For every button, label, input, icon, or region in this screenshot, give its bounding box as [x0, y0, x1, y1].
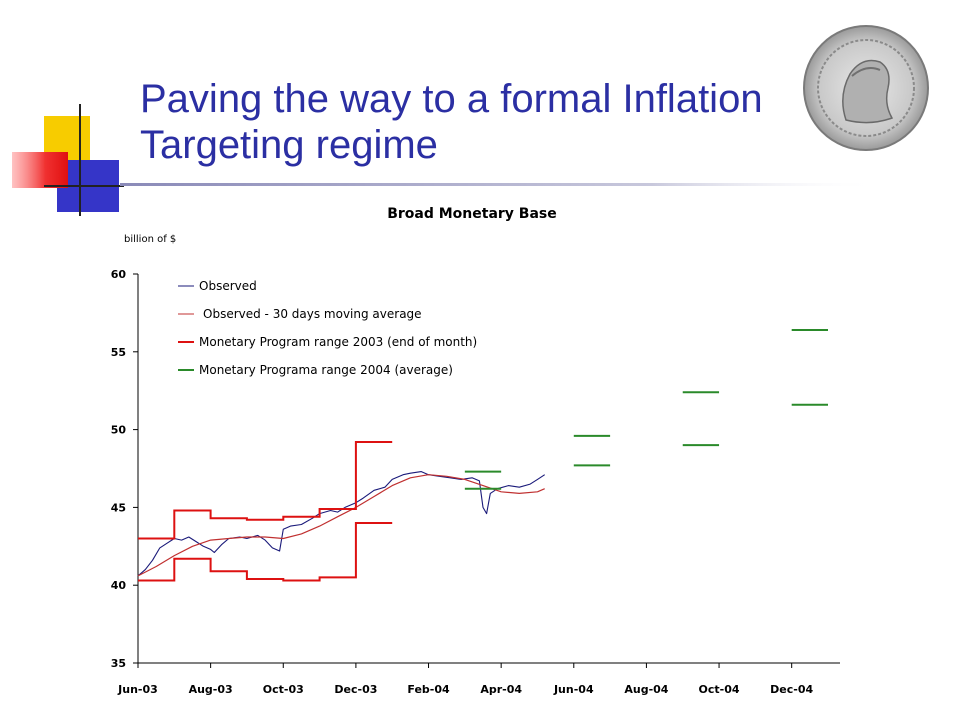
y-tick-label: 35	[111, 657, 126, 670]
y-axis-unit-label: billion of $	[124, 234, 176, 245]
coin-seal	[803, 25, 929, 151]
y-tick-label: 40	[111, 579, 127, 592]
legend-label: Observed	[199, 279, 257, 293]
x-tick-label: Feb-04	[407, 683, 450, 696]
y-tick-label: 45	[111, 501, 126, 514]
slide-title-line-1: Paving the way to a formal Inflation	[140, 77, 763, 121]
x-tick-label: Apr-04	[480, 683, 522, 696]
moving-average-series-line	[137, 474, 545, 577]
observed-series-line	[137, 471, 546, 577]
x-tick-label: Jun-04	[553, 683, 594, 696]
x-tick-label: Aug-03	[189, 683, 233, 696]
slide-title: Paving the way to a formal Inflation Tar…	[140, 76, 840, 168]
x-tick-label: Dec-04	[770, 683, 813, 696]
y-tick-label: 60	[111, 268, 127, 281]
y-tick-label: 55	[111, 346, 126, 359]
legend-label: Monetary Program range 2003 (end of mont…	[199, 335, 477, 349]
legend-label: Monetary Programa range 2004 (average)	[199, 363, 453, 377]
chart-title: Broad Monetary Base	[387, 206, 557, 222]
x-tick-label: Dec-03	[334, 683, 377, 696]
x-tick-label: Jun-03	[117, 683, 158, 696]
x-tick-label: Oct-03	[263, 683, 304, 696]
x-tick-label: Aug-04	[624, 683, 668, 696]
program-2003-lower-bound	[138, 522, 393, 582]
program-2003-upper-bound	[138, 441, 393, 540]
title-underline	[120, 183, 880, 186]
y-tick-label: 50	[111, 424, 127, 437]
legend-label: Observed - 30 days moving average	[203, 307, 422, 321]
x-tick-label: Oct-04	[699, 683, 740, 696]
slide-title-line-2: Targeting regime	[140, 123, 438, 167]
red-square	[12, 152, 68, 188]
